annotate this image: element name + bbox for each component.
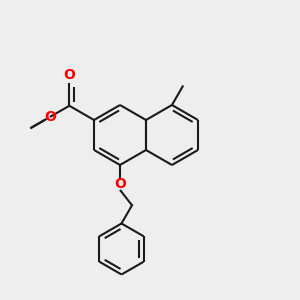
Text: O: O: [114, 178, 126, 191]
Text: O: O: [26, 123, 35, 133]
Text: O: O: [44, 110, 56, 124]
Text: O: O: [63, 68, 75, 82]
